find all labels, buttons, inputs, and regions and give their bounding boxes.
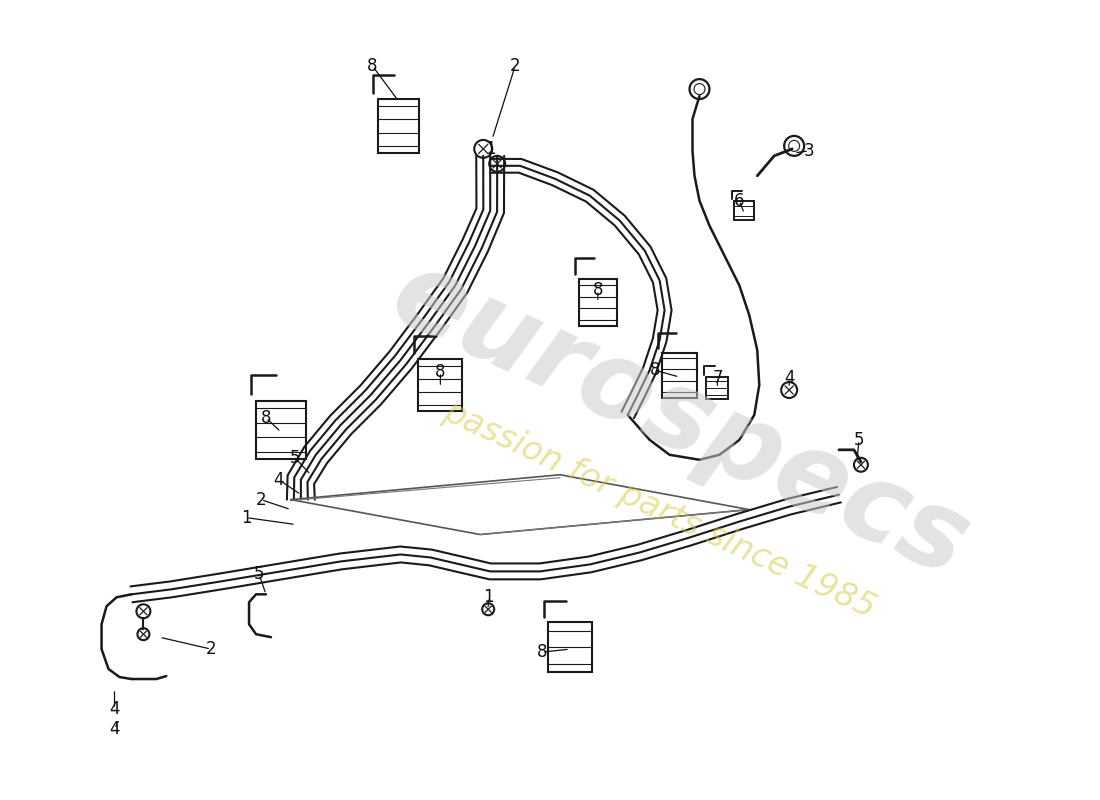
Text: 8: 8	[367, 57, 378, 75]
Text: 5: 5	[254, 566, 264, 583]
Text: 5: 5	[289, 449, 300, 466]
Bar	[256, 401, 306, 459]
Text: 8: 8	[537, 643, 548, 661]
Text: 4: 4	[274, 470, 284, 489]
Text: 2: 2	[206, 640, 217, 658]
Bar	[418, 359, 462, 411]
Bar	[735, 201, 755, 221]
Text: 3: 3	[804, 142, 814, 160]
Text: 8: 8	[436, 363, 446, 381]
Text: 1: 1	[485, 140, 495, 158]
Bar	[377, 99, 419, 153]
Text: 2: 2	[255, 490, 266, 509]
Bar	[548, 622, 592, 672]
Bar	[706, 377, 728, 399]
Text: 1: 1	[241, 509, 252, 526]
Text: passion for parts since 1985: passion for parts since 1985	[438, 394, 881, 625]
Text: 8: 8	[649, 361, 660, 379]
Text: 4: 4	[109, 720, 120, 738]
Text: 2: 2	[509, 57, 520, 75]
Text: 4: 4	[109, 700, 120, 718]
Bar	[661, 353, 697, 398]
Text: 8: 8	[593, 282, 603, 299]
Text: 1: 1	[483, 588, 494, 606]
Bar	[579, 279, 617, 326]
Text: 7: 7	[712, 369, 723, 387]
Text: 6: 6	[734, 192, 745, 210]
Text: 5: 5	[854, 431, 865, 449]
Text: 4: 4	[784, 369, 794, 387]
Text: eurospecs: eurospecs	[375, 240, 985, 600]
Text: 8: 8	[261, 409, 272, 427]
